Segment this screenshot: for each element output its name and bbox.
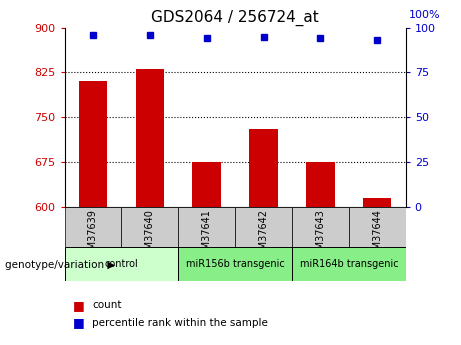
Bar xyxy=(79,81,107,207)
Text: GSM37644: GSM37644 xyxy=(372,209,382,262)
Bar xyxy=(136,69,164,207)
Text: genotype/variation ▶: genotype/variation ▶ xyxy=(5,260,115,270)
Title: GDS2064 / 256724_at: GDS2064 / 256724_at xyxy=(151,10,319,26)
Bar xyxy=(292,207,349,247)
Text: miR156b transgenic: miR156b transgenic xyxy=(186,259,284,269)
Text: ■: ■ xyxy=(72,299,84,312)
Bar xyxy=(363,198,391,207)
Text: GSM37641: GSM37641 xyxy=(201,209,212,262)
Bar xyxy=(178,247,292,281)
Bar xyxy=(292,247,406,281)
Text: count: count xyxy=(92,300,122,310)
Text: GSM37640: GSM37640 xyxy=(145,209,155,262)
Bar xyxy=(121,207,178,247)
Text: GSM37642: GSM37642 xyxy=(259,209,269,262)
Text: miR164b transgenic: miR164b transgenic xyxy=(300,259,398,269)
Text: GSM37643: GSM37643 xyxy=(315,209,325,262)
Bar xyxy=(65,247,178,281)
Text: ■: ■ xyxy=(72,316,84,329)
Bar xyxy=(249,129,278,207)
Bar xyxy=(235,207,292,247)
Bar xyxy=(306,162,335,207)
Text: control: control xyxy=(105,259,138,269)
Bar xyxy=(349,207,406,247)
Bar xyxy=(65,207,121,247)
Text: GSM37639: GSM37639 xyxy=(88,209,98,262)
Bar xyxy=(193,162,221,207)
Text: 100%: 100% xyxy=(409,10,441,20)
Bar xyxy=(178,207,235,247)
Text: percentile rank within the sample: percentile rank within the sample xyxy=(92,318,268,327)
